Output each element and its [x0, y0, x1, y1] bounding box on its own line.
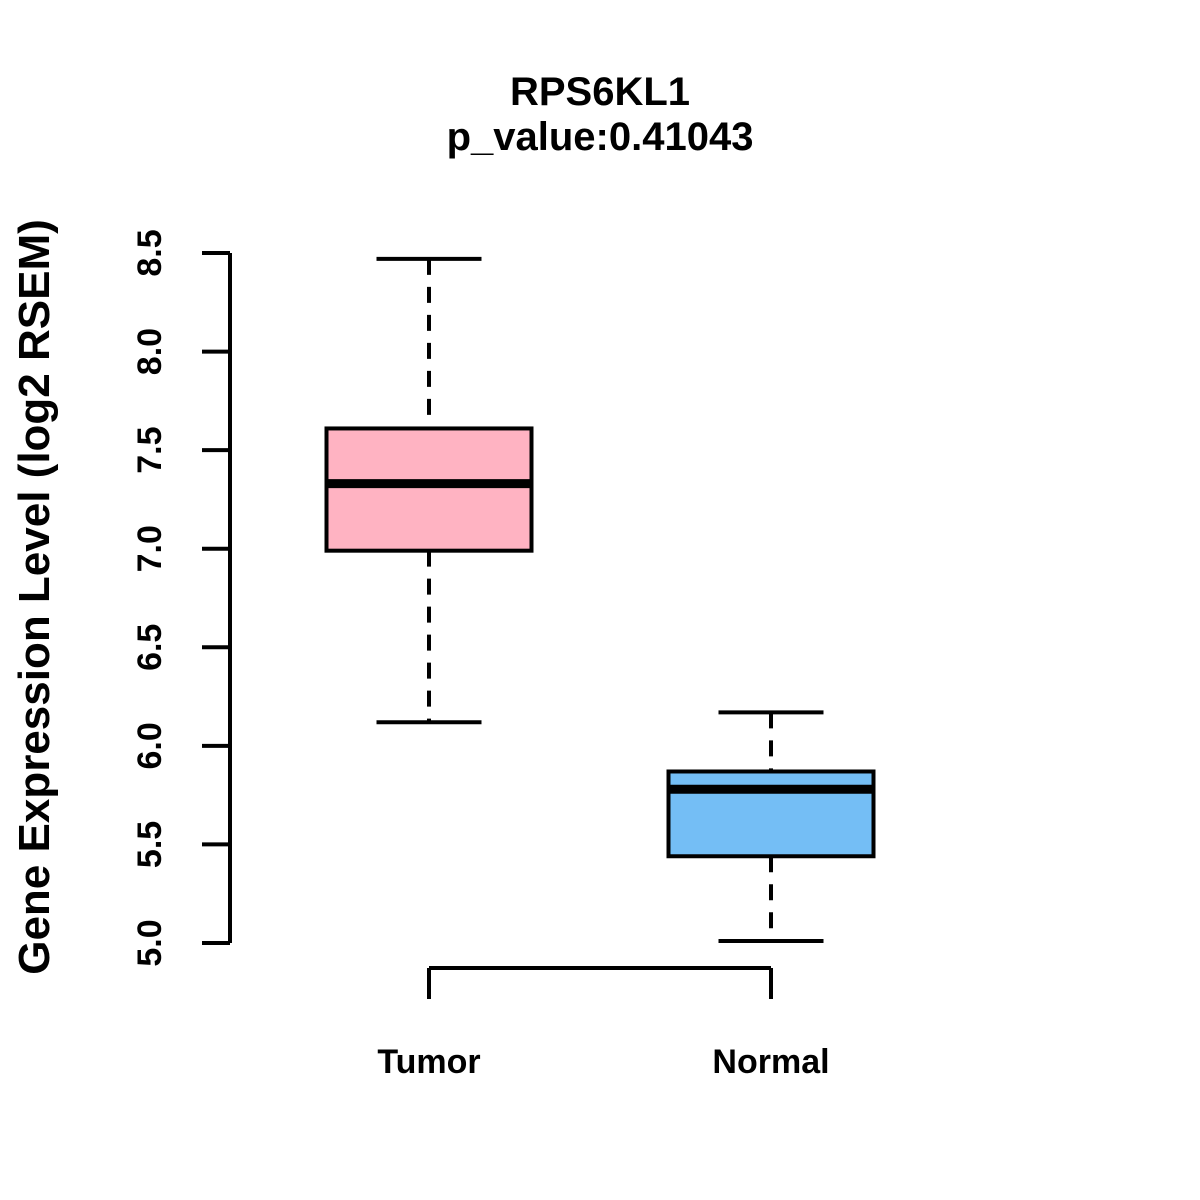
y-tick-label: 8.0: [131, 328, 169, 375]
chart-title: RPS6KL1: [509, 70, 691, 114]
y-tick-label: 6.5: [131, 624, 169, 671]
y-tick-label: 7.0: [131, 525, 169, 572]
y-tick-label: 7.5: [131, 427, 169, 474]
y-tick-label: 6.0: [131, 722, 169, 769]
y-tick-label: 5.0: [131, 919, 169, 966]
y-tick-label: 5.5: [131, 821, 169, 868]
x-label-tumor: Tumor: [377, 1043, 480, 1081]
chart-subtitle: p_value:0.41043: [446, 115, 754, 159]
box-normal: [666, 769, 876, 859]
chart-title-block: RPS6KL1 p_value:0.41043: [200, 70, 1000, 160]
x-label-normal: Normal: [712, 1043, 829, 1081]
y-tick-label: 8.5: [131, 229, 169, 276]
box-tumor: [324, 426, 534, 553]
